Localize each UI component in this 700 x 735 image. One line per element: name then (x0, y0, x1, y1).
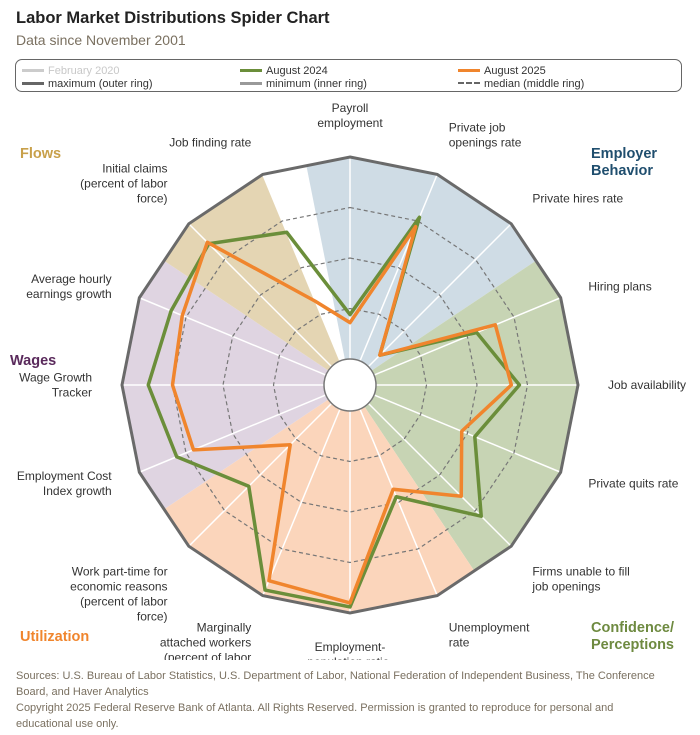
ring-median (222, 257, 478, 513)
axis-label-line: Unemployment (449, 620, 530, 634)
axis-label: Employment Cost Index growth (17, 469, 112, 498)
axis-label-line: Private hires rate (532, 192, 623, 206)
series-lines (146, 215, 522, 609)
axis-label-line: Employment Cost (17, 469, 112, 483)
axis-label-line: Private job (449, 121, 506, 135)
spoke (188, 402, 333, 547)
spoke (262, 408, 341, 596)
axis-label-line: Tracker (52, 386, 92, 400)
axis-label-line: Wage Growth (19, 371, 92, 385)
group-label-flows: Flows (20, 146, 61, 162)
axis-label: Private job openings rate (449, 121, 522, 150)
group-label-line: Behavior (591, 163, 653, 179)
group-label-employer-behavior: Employer Behavior (591, 146, 657, 179)
axis-label-line: earnings growth (26, 287, 111, 301)
axis-label: Unemployment rate (449, 620, 530, 649)
axis-label: Marginally attached workers (percent of la… (160, 620, 251, 660)
legend-item-august-2024: August 2024 (240, 65, 328, 77)
spoke (139, 394, 327, 473)
axis-label-line: Hiring plans (588, 279, 651, 293)
group-label-line: Perceptions (591, 637, 674, 653)
axis-label-line: (percent of labor (164, 650, 251, 660)
legend-swatch (458, 68, 480, 72)
axis-label-line: Payroll (332, 101, 369, 115)
sector-employer-behavior (306, 157, 536, 385)
axis-label-line: Firms unable to fill (532, 564, 629, 578)
legend-item-august-2025: August 2025 (458, 65, 546, 77)
sector-flows (164, 174, 350, 385)
series-august-2024 (146, 215, 522, 609)
axis-label-line: employment (317, 116, 383, 130)
legend-swatch (22, 81, 44, 85)
legend-item-median: median (middle ring) (458, 78, 584, 90)
axis-label-line: force) (137, 609, 168, 623)
group-label-line: Confidence/ (591, 620, 674, 636)
axis-label: Average hourly earnings growth (26, 272, 111, 301)
axis-label-line: population ratio, (307, 655, 392, 660)
axis-label-line: Initial claims (102, 162, 167, 176)
axis-label-line: Private quits rate (588, 477, 678, 491)
axis-labels: Payroll employment Private job openings rat… (17, 101, 686, 660)
group-labels: Flows Employer Behavior Wages Confidence/… (10, 146, 674, 653)
series-august-2025 (170, 224, 514, 605)
axis-label-line: (percent of labor (80, 594, 167, 608)
sources-note: Sources: U.S. Bureau of Labor Statistics… (16, 668, 656, 732)
axis-label: Wage Growth Tracker (19, 371, 92, 400)
axis-label: Private hires rate (532, 192, 623, 206)
group-sectors (122, 157, 578, 613)
legend-item-minimum: minimum (inner ring) (240, 78, 367, 90)
legend: February 2020 August 2024 August 2025 ma… (15, 59, 682, 92)
copyright-text: Copyright 2025 Federal Reserve Bank of A… (16, 702, 614, 730)
axis-label-line: openings rate (449, 136, 522, 150)
group-label-line: Employer (591, 146, 657, 162)
axis-label-line: Index growth (43, 484, 112, 498)
chart-subtitle: Data since November 2001 (16, 32, 186, 48)
ring-maximum (120, 155, 580, 615)
group-label-confidence: Confidence/Perceptions (591, 620, 674, 653)
axis-label-line: force) (137, 192, 168, 206)
ring-q3 (171, 206, 529, 564)
axis-label: Hiring plans (588, 279, 651, 293)
axis-label-line: job openings (531, 579, 600, 593)
axis-label: Initial claims (percent of labor force) (80, 162, 167, 206)
sources-text: Sources: U.S. Bureau of Labor Statistics… (16, 670, 655, 698)
axis-label-line: Marginally (197, 620, 252, 634)
axis-label-line: Job finding rate (169, 136, 251, 150)
axis-label: Work part-time for economic reasons (perce… (70, 564, 167, 623)
spider-chart: Payroll employment Private job openings rat… (10, 101, 686, 660)
axis-label: Employment-population ratio,ages 25-54 (307, 640, 392, 660)
group-label-utilization: Utilization (20, 629, 89, 645)
axis-label: Firms unable to fill job openings (531, 564, 629, 593)
sector-utilization (164, 385, 475, 613)
legend-item-february-2020: February 2020 (22, 65, 120, 77)
axis-label-line: Job availability (608, 378, 686, 392)
axis-label-line: economic reasons (70, 579, 167, 593)
legend-item-maximum: maximum (outer ring) (22, 78, 153, 90)
legend-swatch (240, 68, 262, 72)
ring-minimum (323, 358, 377, 412)
chart-title: Labor Market Distributions Spider Chart (16, 9, 330, 27)
axis-label: Job finding rate (169, 136, 251, 150)
axis-label-line: Average hourly (31, 272, 112, 286)
axis-label-line: Employment- (315, 640, 386, 654)
axis-label: Payroll employment (317, 101, 383, 130)
axis-label: Private quits rate (588, 477, 678, 491)
sector-confidence (350, 260, 578, 571)
axis-label-line: attached workers (160, 635, 251, 649)
axis-label-line: Work part-time for (72, 564, 168, 578)
axis-label-line: (percent of labor (80, 177, 167, 191)
legend-swatch (22, 68, 44, 72)
legend-swatch (458, 82, 480, 85)
group-label-wages: Wages (10, 353, 56, 369)
axis-label-line: rate (449, 635, 470, 649)
legend-swatch (240, 81, 262, 85)
axis-label: Job availability (608, 378, 686, 392)
